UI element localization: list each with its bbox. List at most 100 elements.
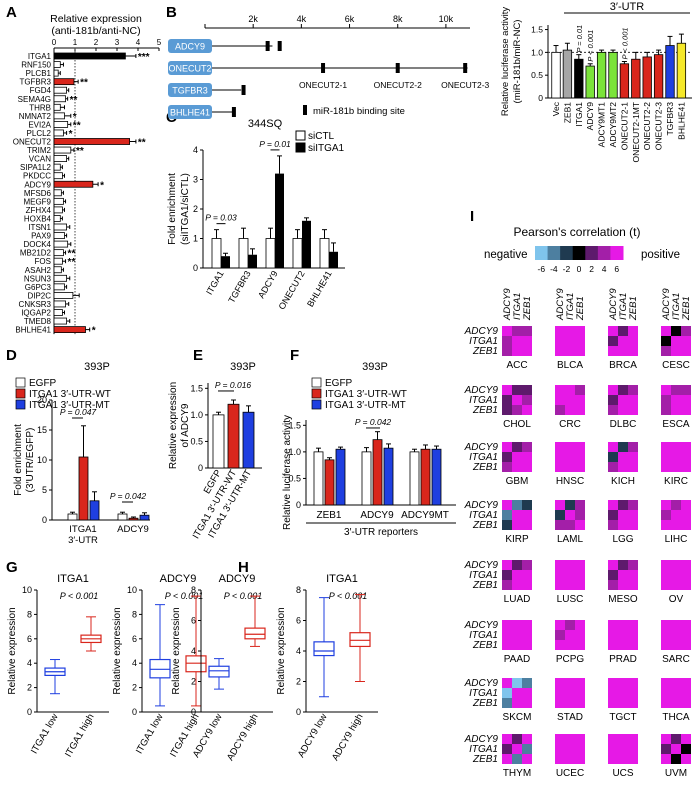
panel-a-bar — [53, 232, 65, 239]
panel-b-binding-site — [277, 41, 282, 51]
panel-i-heat-cell — [575, 630, 585, 640]
panel-d-legend-label: ITGA1 3′-UTR-MT — [29, 400, 110, 411]
panel-i-heat-cell — [502, 580, 512, 590]
panel-b-binding-site — [241, 85, 246, 95]
panel-i-column-label: ADCY9 — [608, 288, 619, 321]
panel-i-heat-cell — [502, 754, 512, 764]
panel-i-row-label: ZEB1 — [472, 405, 498, 416]
panel-i-cancer-label: KIRC — [664, 476, 688, 487]
panel-i-heat-cell — [681, 754, 691, 764]
panel-i-column-label: ITGA1 — [565, 293, 576, 320]
panel-i-heat-cell — [628, 395, 638, 405]
panel-b-ruler-label: 8k — [393, 14, 403, 24]
panel-i-heat-cell — [628, 510, 638, 520]
panel-i-heat-cell — [522, 734, 532, 744]
panel-i-scale-label: 4 — [602, 264, 607, 274]
panel-i-heat-cell — [565, 520, 575, 530]
panel-h-ytick-label: 4 — [191, 646, 196, 656]
panel-f-pvalue: P = 0.042 — [355, 417, 392, 427]
panel-d-bar — [117, 513, 128, 521]
panel-i-heat-cell — [565, 744, 575, 754]
panel-i-heat-cell — [618, 346, 628, 356]
panel-c-legend-label: siCTL — [308, 131, 335, 142]
panel-i-heat-cell — [608, 326, 618, 336]
panel-f-ytick-label: 0 — [296, 500, 301, 510]
panel-i-heat-cell — [502, 570, 512, 580]
panel-h-plot-title: ADCY9 — [219, 573, 256, 585]
panel-i-heat-cell — [681, 620, 691, 630]
panel-b-luc-bar — [631, 58, 641, 99]
panel-i-heat-cell — [681, 452, 691, 462]
panel-c-title: 344SQ — [248, 118, 283, 130]
panel-g-pvalue: P < 0.001 — [165, 591, 203, 601]
panel-a-bar — [53, 86, 68, 94]
panel-a-bar — [53, 52, 126, 60]
panel-a-gene-label: EVI2A — [28, 120, 51, 129]
panel-i-heat-cell — [628, 688, 638, 698]
panel-i-heat-cell — [502, 698, 512, 708]
panel-b-luc-bar — [608, 51, 618, 99]
panel-i-cancer-label: LUAD — [504, 594, 531, 605]
panel-i-heat-cell — [512, 346, 522, 356]
panel-i-column-label: ITGA1 — [618, 293, 629, 320]
panel-f-footer: 3′-UTR reporters — [344, 527, 418, 538]
panel-i-heat-cell — [628, 405, 638, 415]
panel-f-bar — [324, 459, 335, 506]
panel-i-cancer-label: SARC — [662, 654, 690, 665]
panel-b-luc-bar-label: ONECUT2-2 — [642, 102, 652, 150]
panel-a-gene-label: VCAN — [29, 155, 51, 164]
panel-d-ytick-label: 5 — [42, 485, 47, 495]
panel-b-ruler-label: 4k — [297, 14, 307, 24]
panel-c-bar-si — [302, 220, 311, 268]
panel-i-heat-cell — [671, 405, 681, 415]
panel-e-ytick-label: 0.5 — [190, 436, 203, 446]
panel-i-cancer-label: UCS — [612, 768, 633, 779]
panel-b-ruler-label: 2k — [248, 14, 258, 24]
panel-i-heat-cell — [661, 385, 671, 395]
panel-a-significance: ** — [138, 138, 146, 149]
panel-letter-g: G — [6, 559, 18, 576]
panel-i-heat-cell — [522, 385, 532, 395]
panel-i-cancer-label: BLCA — [557, 360, 583, 371]
panel-b-luc-pvalue: P < 0.001 — [586, 30, 595, 62]
panel-g-ytick-label: 8 — [132, 609, 137, 619]
panel-f-ytick-label: 0.5 — [288, 473, 301, 483]
panel-h-ytick-label: 6 — [191, 616, 196, 626]
panel-b-luc-ytick-label: 1.0 — [531, 47, 543, 57]
panel-b-binding-site — [463, 63, 468, 73]
panel-a-bar — [53, 206, 63, 214]
panel-i-heat-cell — [565, 336, 575, 346]
panel-i-cancer-label: ACC — [506, 360, 527, 371]
panel-c-group-label: ONECUT2 — [277, 269, 307, 311]
panel-i-heat-cell — [522, 744, 532, 754]
panel-i-heat-cell — [681, 405, 691, 415]
panel-i-heat-cell — [681, 688, 691, 698]
panel-i-heat-cell — [522, 326, 532, 336]
panel-i-row-label: ADCY9 — [464, 678, 499, 689]
panel-i-row-label: ADCY9 — [464, 560, 499, 571]
panel-b-luc-bar — [676, 42, 687, 99]
panel-i-heat-cell — [681, 560, 691, 570]
panel-i-cancer-label: MESO — [608, 594, 638, 605]
panel-f-bar — [372, 439, 383, 506]
panel-b-gene-label: BHLHE41 — [170, 108, 210, 118]
panel-letter-d: D — [6, 347, 17, 364]
panel-i-heat-cell — [628, 630, 638, 640]
panel-i-cancer-label: PRAD — [609, 654, 637, 665]
panel-i-heat-cell — [671, 510, 681, 520]
panel-b-gene-label: ADCY9 — [175, 42, 205, 52]
panel-e-ytick-label: 1.0 — [190, 410, 203, 420]
panel-i-heat-cell — [671, 640, 681, 650]
panel-i-heat-cell — [575, 520, 585, 530]
panel-i-heat-cell — [608, 630, 618, 640]
panel-h-ytick-label: 4 — [296, 646, 301, 656]
panel-i-cancer-label: ESCA — [662, 419, 690, 430]
panel-i-cancer-label: THCA — [662, 712, 690, 723]
panel-i-heat-cell — [681, 678, 691, 688]
panel-i-heat-cell — [671, 326, 681, 336]
panel-i-cancer-label: KICH — [611, 476, 635, 487]
panel-i-heat-cell — [661, 688, 671, 698]
panel-i-heat-cell — [522, 500, 532, 510]
panel-i-heat-cell — [671, 620, 681, 630]
panel-i-heat-cell — [565, 395, 575, 405]
